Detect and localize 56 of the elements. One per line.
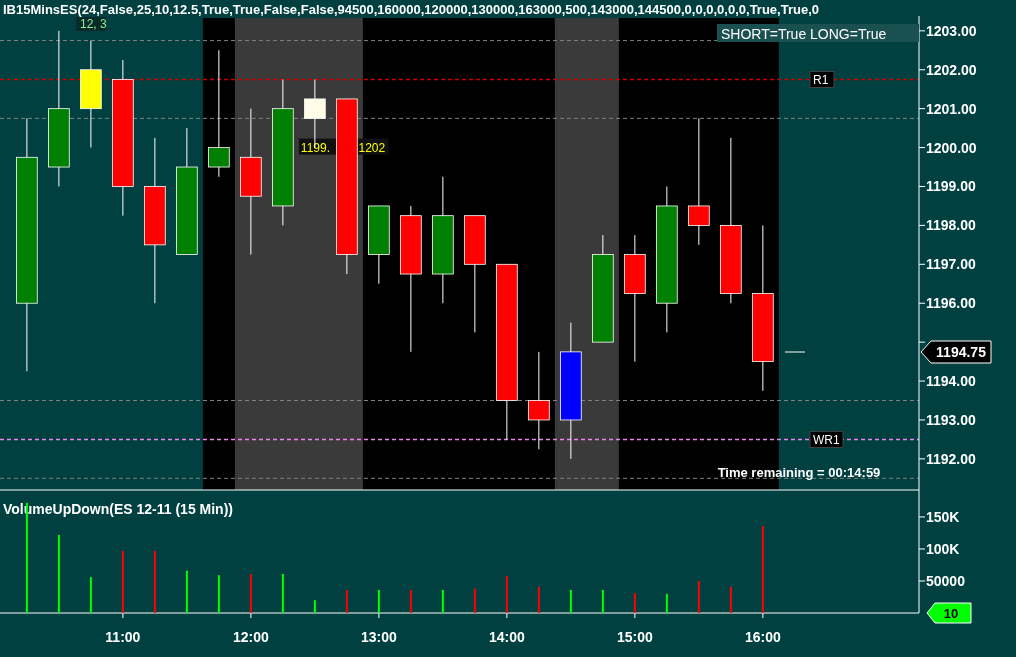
y-tick-label: 1196.00 [926, 295, 977, 312]
bar [153, 550, 156, 613]
bar [441, 589, 444, 613]
bar [729, 586, 732, 613]
x-tick-label: 15:00 [616, 629, 653, 645]
x-tick-label: 16:00 [744, 629, 781, 645]
ref-line-label: WR1 [813, 433, 840, 448]
bar [121, 550, 124, 613]
x-tick-label: 13:00 [360, 629, 397, 645]
text: 1194.75 [936, 344, 987, 360]
bar [249, 573, 252, 613]
y-tick-label: 1197.00 [926, 256, 977, 273]
annotation: 12, 3 [80, 17, 108, 31]
bar [537, 586, 540, 613]
y-tick-label: 100K [926, 540, 960, 557]
bar [409, 589, 412, 613]
x-tick-label: 11:00 [105, 629, 141, 645]
chart-title: IB15MinsES(24,False,25,10,12.5,True,True,False,False,94500,160000,120000,130000,163000,500,143000,144500,0,0,0,0,0,0,True,True,0 [3, 2, 819, 17]
text: 10 [943, 606, 959, 621]
y-tick-label: 50000 [926, 572, 966, 589]
y-tick-label: 1198.00 [926, 217, 977, 234]
ref-line-label: R1 [813, 73, 829, 88]
y-tick-label: 1202.00 [926, 61, 977, 78]
bar [217, 575, 220, 613]
x-tick-label: 14:00 [488, 629, 525, 645]
candlestick [688, 117, 710, 246]
bar [601, 589, 604, 613]
bar [473, 588, 476, 613]
bar [345, 589, 348, 613]
x-tick-label: 12:00 [232, 629, 269, 645]
y-tick-label: 1193.00 [926, 411, 977, 428]
bar [89, 577, 92, 613]
y-tick-label: 1199.00 [926, 178, 977, 195]
bar [761, 525, 764, 613]
y-tick-label: 1192.00 [926, 450, 977, 467]
bar [633, 593, 636, 613]
bar [185, 570, 188, 613]
annotation: 1199. [300, 140, 331, 155]
candlestick [208, 49, 230, 178]
bar [281, 573, 284, 613]
candlestick [528, 351, 550, 450]
y-tick-label: 150K [926, 508, 960, 525]
y-tick-label: 1203.00 [926, 22, 977, 39]
bar [697, 580, 700, 613]
bar [313, 600, 316, 613]
bar [505, 575, 508, 613]
y-tick-label: 1200.00 [926, 139, 977, 156]
bar [569, 589, 572, 613]
annotation: 1202 [358, 140, 386, 155]
bar [377, 589, 380, 613]
annotation: SHORT=True LONG=True [721, 26, 887, 42]
bar [665, 593, 668, 613]
y-tick-label: 1194.00 [926, 373, 977, 390]
y-tick-label: 1201.00 [926, 100, 977, 117]
bar [57, 534, 60, 613]
annotation: Time remaining = 00:14:59 [717, 465, 881, 480]
